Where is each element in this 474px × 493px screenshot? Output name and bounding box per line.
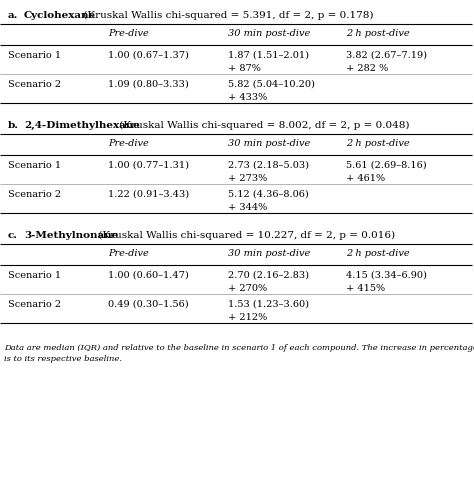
Text: Scenario 1: Scenario 1 — [8, 51, 61, 60]
Text: (Kruskal Wallis chi-squared = 5.391, df = 2, p = 0.178): (Kruskal Wallis chi-squared = 5.391, df … — [80, 11, 374, 20]
Text: 1.00 (0.60–1.47): 1.00 (0.60–1.47) — [108, 271, 189, 280]
Text: + 212%: + 212% — [228, 313, 267, 322]
Text: 0.49 (0.30–1.56): 0.49 (0.30–1.56) — [108, 300, 189, 309]
Text: Pre-dive: Pre-dive — [108, 139, 149, 148]
Text: 1.87 (1.51–2.01): 1.87 (1.51–2.01) — [228, 51, 309, 60]
Text: Pre-dive: Pre-dive — [108, 29, 149, 38]
Text: 3.82 (2.67–7.19): 3.82 (2.67–7.19) — [346, 51, 427, 60]
Text: b.: b. — [8, 121, 19, 130]
Text: 1.22 (0.91–3.43): 1.22 (0.91–3.43) — [108, 190, 189, 199]
Text: 30 min post-dive: 30 min post-dive — [228, 29, 310, 38]
Text: a.: a. — [8, 11, 18, 20]
Text: (Kruskal Wallis chi-squared = 10.227, df = 2, p = 0.016): (Kruskal Wallis chi-squared = 10.227, df… — [95, 231, 395, 240]
Text: 5.12 (4.36–8.06): 5.12 (4.36–8.06) — [228, 190, 309, 199]
Text: + 87%: + 87% — [228, 64, 261, 73]
Text: 1.00 (0.67–1.37): 1.00 (0.67–1.37) — [108, 51, 189, 60]
Text: Cyclohexane: Cyclohexane — [24, 11, 96, 20]
Text: 2 h post-dive: 2 h post-dive — [346, 139, 410, 148]
Text: 2 h post-dive: 2 h post-dive — [346, 29, 410, 38]
Text: + 270%: + 270% — [228, 284, 267, 293]
Text: + 273%: + 273% — [228, 174, 267, 183]
Text: 2.73 (2.18–5.03): 2.73 (2.18–5.03) — [228, 161, 309, 170]
Text: 2.70 (2.16–2.83): 2.70 (2.16–2.83) — [228, 271, 309, 280]
Text: 5.82 (5.04–10.20): 5.82 (5.04–10.20) — [228, 80, 315, 89]
Text: + 282 %: + 282 % — [346, 64, 388, 73]
Text: Scenario 1: Scenario 1 — [8, 271, 61, 280]
Text: Scenario 1: Scenario 1 — [8, 161, 61, 170]
Text: c.: c. — [8, 231, 18, 240]
Text: Pre-dive: Pre-dive — [108, 249, 149, 258]
Text: 1.09 (0.80–3.33): 1.09 (0.80–3.33) — [108, 80, 189, 89]
Text: 5.61 (2.69–8.16): 5.61 (2.69–8.16) — [346, 161, 427, 170]
Text: 30 min post-dive: 30 min post-dive — [228, 139, 310, 148]
Text: Scenario 2: Scenario 2 — [8, 300, 61, 309]
Text: + 433%: + 433% — [228, 93, 267, 102]
Text: 1.00 (0.77–1.31): 1.00 (0.77–1.31) — [108, 161, 189, 170]
Text: Scenario 2: Scenario 2 — [8, 190, 61, 199]
Text: + 461%: + 461% — [346, 174, 385, 183]
Text: 2,4-Dimethylhexane: 2,4-Dimethylhexane — [24, 121, 140, 130]
Text: Scenario 2: Scenario 2 — [8, 80, 61, 89]
Text: 30 min post-dive: 30 min post-dive — [228, 249, 310, 258]
Text: + 415%: + 415% — [346, 284, 385, 293]
Text: is to its respective baseline.: is to its respective baseline. — [4, 355, 122, 363]
Text: + 344%: + 344% — [228, 203, 267, 212]
Text: Data are median (IQR) and relative to the baseline in scenario 1 of each compoun: Data are median (IQR) and relative to th… — [4, 344, 474, 352]
Text: 1.53 (1.23–3.60): 1.53 (1.23–3.60) — [228, 300, 309, 309]
Text: 4.15 (3.34–6.90): 4.15 (3.34–6.90) — [346, 271, 427, 280]
Text: (Kruskal Wallis chi-squared = 8.002, df = 2, p = 0.048): (Kruskal Wallis chi-squared = 8.002, df … — [116, 121, 410, 130]
Text: 3-Methylnonane: 3-Methylnonane — [24, 231, 118, 240]
Text: 2 h post-dive: 2 h post-dive — [346, 249, 410, 258]
